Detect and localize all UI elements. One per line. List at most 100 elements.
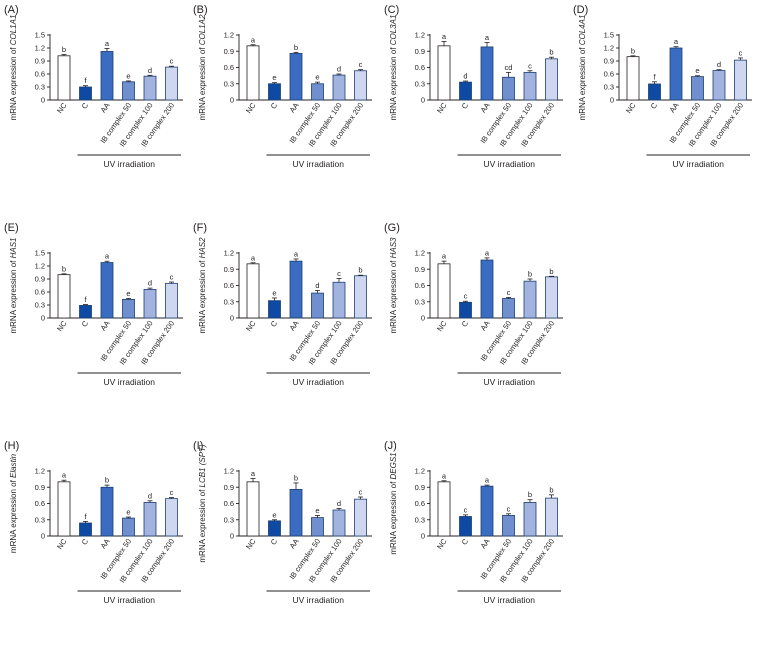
- y-tick-label: 0: [230, 96, 234, 105]
- bar: [165, 282, 178, 319]
- group-label: UV irradiation: [673, 159, 725, 169]
- significance-letter: c: [359, 488, 363, 497]
- y-axis-label-gene: LCB1 (SPT): [198, 444, 207, 487]
- y-tick-label: 0.9: [35, 57, 45, 66]
- category-label: NC: [435, 319, 449, 334]
- bar: [79, 522, 92, 537]
- bar: [122, 298, 135, 319]
- y-tick-label: 0.3: [35, 515, 45, 524]
- bar: [289, 489, 303, 537]
- group-label: UV irradiation: [484, 159, 536, 169]
- y-axis-label-gene: COL1A1: [9, 15, 18, 46]
- group-label: UV irradiation: [104, 377, 156, 387]
- bar: [332, 509, 346, 537]
- bar: [79, 86, 92, 101]
- bar: [437, 263, 451, 319]
- significance-letter: e: [126, 71, 130, 80]
- panel-label: (J): [384, 440, 397, 452]
- panel-label: (C): [384, 4, 399, 16]
- y-tick-label: 0.9: [35, 483, 45, 492]
- chart-panel-2: (B)mRNA expression of COL1A200.30.60.91.…: [193, 4, 372, 169]
- significance-letter: d: [315, 281, 319, 290]
- bar: [691, 76, 704, 101]
- y-axis-label: mRNA expression of HAS1: [9, 237, 18, 333]
- category-label: C: [460, 101, 471, 111]
- bar: [502, 76, 515, 101]
- significance-letter: d: [148, 279, 152, 288]
- y-tick-label: 0.3: [224, 515, 234, 524]
- category-label: C: [80, 319, 91, 329]
- y-tick-label: 0.6: [415, 63, 425, 72]
- bar: [523, 502, 537, 537]
- significance-letter: f: [84, 295, 87, 304]
- category-label: C: [80, 101, 91, 111]
- y-tick-label: 0.3: [35, 301, 45, 310]
- chart-panel-1: (A)mRNA expression of COL1A100.30.60.91.…: [4, 4, 183, 169]
- group-label: UV irradiation: [293, 595, 345, 605]
- significance-letter: f: [653, 72, 656, 81]
- y-tick-label: 0: [41, 96, 45, 105]
- bar: [332, 281, 346, 319]
- y-tick-label: 1.5: [35, 249, 45, 258]
- bar: [626, 56, 640, 101]
- group-label: UV irradiation: [293, 377, 345, 387]
- significance-letter: c: [464, 505, 468, 514]
- significance-letter: a: [442, 32, 447, 41]
- significance-letter: e: [272, 510, 276, 519]
- group-label: UV irradiation: [104, 159, 156, 169]
- category-label: NC: [244, 537, 258, 552]
- bar: [289, 53, 303, 101]
- panel-label: (F): [193, 222, 207, 234]
- chart-panel-6: (F) mRNA expression of HAS2 0 0.3 0.6 0.9 1.2 a…: [193, 222, 372, 387]
- significance-letter: c: [739, 48, 743, 57]
- y-tick-label: 0: [41, 314, 45, 323]
- significance-letter: c: [528, 61, 532, 70]
- category-label: AA: [288, 319, 301, 332]
- y-tick-label: 1.5: [35, 31, 45, 40]
- significance-letter: b: [358, 266, 362, 275]
- y-tick-label: 0.9: [224, 483, 234, 492]
- bar: [122, 81, 135, 101]
- significance-letter: e: [315, 73, 319, 82]
- bar: [712, 70, 726, 101]
- bar: [268, 83, 281, 101]
- y-axis-label-gene: COL3A1: [389, 15, 398, 46]
- y-tick-label: 0.6: [224, 281, 234, 290]
- bar: [545, 276, 558, 319]
- bar: [480, 259, 494, 319]
- y-tick-label: 0.3: [415, 79, 425, 88]
- y-tick-label: 0.6: [35, 288, 45, 297]
- bar: [57, 481, 71, 537]
- significance-letter: b: [549, 48, 553, 57]
- significance-letter: b: [631, 46, 635, 55]
- bar: [459, 516, 472, 537]
- category-label: C: [269, 537, 280, 547]
- y-axis-label-prefix: mRNA expression of: [389, 45, 398, 120]
- y-axis-label: mRNA expression of Elastin: [9, 453, 18, 553]
- y-tick-label: 0.6: [35, 499, 45, 508]
- category-label: NC: [55, 537, 69, 552]
- y-axis-label-prefix: mRNA expression of: [9, 478, 18, 553]
- significance-letter: d: [148, 66, 152, 75]
- bar: [246, 45, 260, 101]
- significance-letter: b: [528, 270, 532, 279]
- y-tick-label: 1.2: [224, 467, 234, 476]
- bar: [165, 66, 178, 101]
- y-axis-label-prefix: mRNA expression of: [9, 45, 18, 120]
- chart-panel-7: (G) mRNA expression of HAS3 0 0.3 0.6 0.9 1.2 a…: [384, 222, 563, 387]
- category-label: C: [460, 319, 471, 329]
- significance-letter: b: [62, 45, 66, 54]
- bar: [523, 280, 537, 319]
- y-axis-label-prefix: mRNA expression of: [9, 258, 18, 333]
- significance-letter: e: [126, 508, 130, 517]
- significance-letter: c: [337, 269, 341, 278]
- bar: [545, 58, 558, 101]
- bar: [100, 262, 114, 319]
- chart-panel-3: (C)mRNA expression of COL3A100.30.60.91.…: [384, 4, 563, 169]
- y-tick-label: 0.6: [224, 499, 234, 508]
- bar: [459, 81, 472, 101]
- significance-letter: a: [294, 249, 299, 258]
- significance-letter: b: [549, 485, 553, 494]
- y-axis-label-gene: HAS1: [9, 237, 18, 258]
